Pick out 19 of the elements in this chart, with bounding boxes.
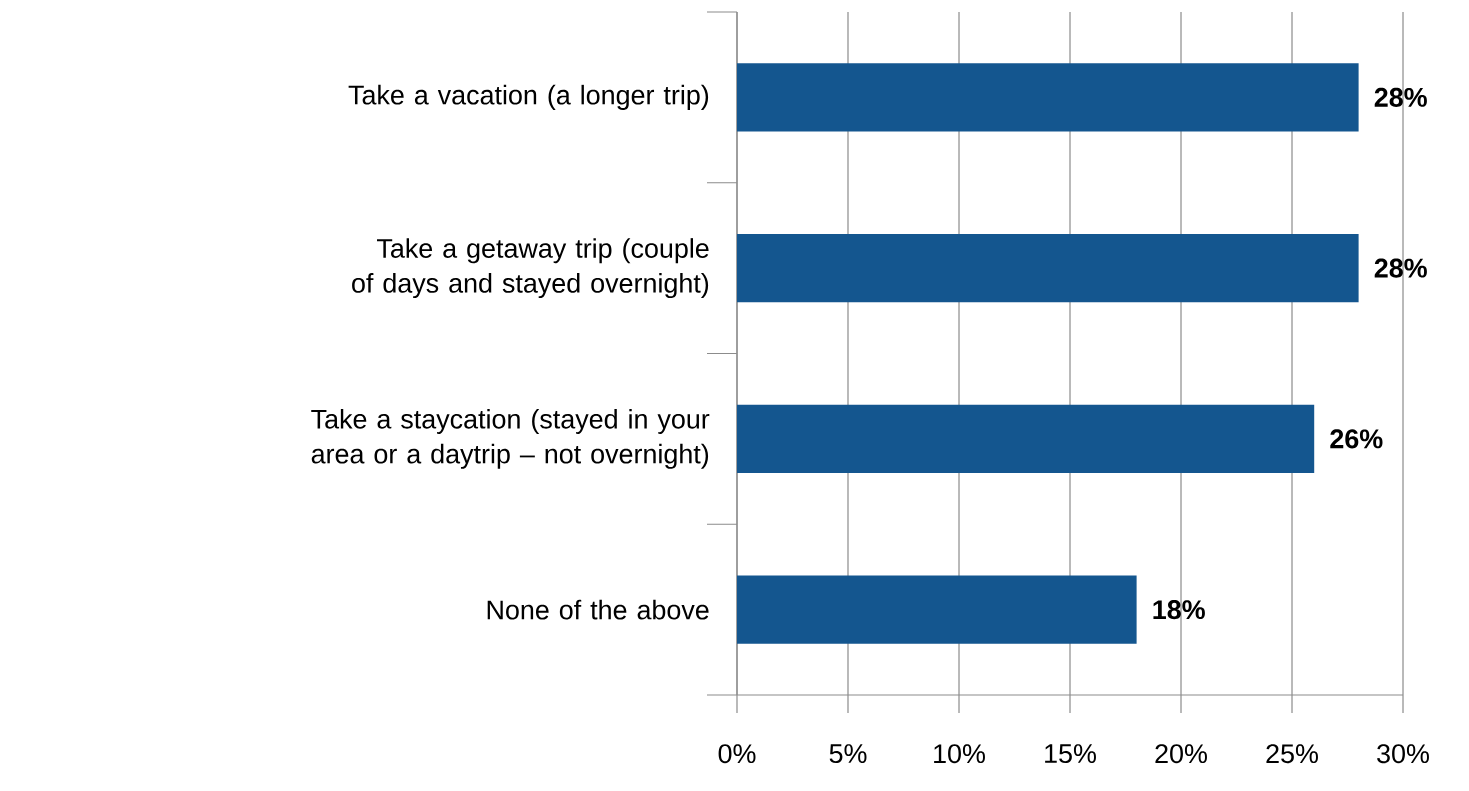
x-tick-label: 5% [829,744,867,764]
data-label: 18% [1153,600,1205,620]
x-tick-label: 25% [1266,744,1318,764]
x-tick-label: 10% [934,744,985,764]
bar [737,63,1359,132]
data-label: 28% [1374,258,1427,278]
x-tick-label: 30% [1377,744,1429,764]
bar [737,233,1359,303]
data-label: 28% [1374,87,1427,107]
data-label: 26% [1330,429,1383,449]
x-tick-label: 0% [718,744,756,764]
bar [737,575,1137,644]
y-tick-label: Take a getaway trip (couple of days and stayed overnight) [352,238,709,299]
y-tick-label: Take a staycation (stayed in your area or a daytrip – not overnight) [311,408,710,469]
y-tick-label: None of the above [487,599,709,620]
y-tick-label: Take a vacation (a longer trip) [348,84,709,110]
bar [737,404,1315,474]
x-tick-label: 20% [1155,744,1207,764]
x-tick-label: 15% [1045,744,1096,764]
